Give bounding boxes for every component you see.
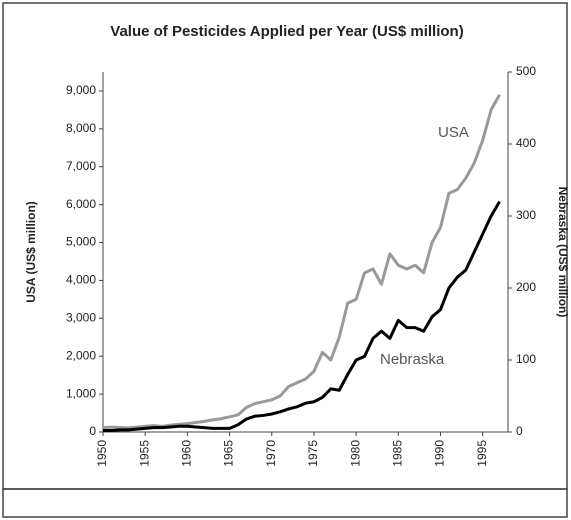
x-tick-label: 1995 <box>475 440 489 467</box>
annotation: USA <box>438 124 469 141</box>
y2-tick-label: 200 <box>516 280 536 294</box>
y-tick-label: 6,000 <box>66 197 96 211</box>
y-tick-label: 3,000 <box>66 310 96 324</box>
x-tick-label: 1980 <box>348 440 362 467</box>
series-line <box>103 200 501 433</box>
x-tick-label: 1960 <box>180 440 194 467</box>
footer-box <box>2 488 568 518</box>
x-tick-label: 1970 <box>264 440 278 467</box>
y-axis-title: USA (US$ million) <box>24 201 38 303</box>
x-tick-label: 1950 <box>95 440 109 467</box>
x-tick-label: 1965 <box>222 440 236 467</box>
y2-tick-label: 0 <box>516 424 523 438</box>
chart-title: Value of Pesticides Applied per Year (US… <box>110 23 463 40</box>
y-tick-label: 7,000 <box>66 159 96 173</box>
y2-axis-title: Nebraska (US$ million) <box>556 187 570 318</box>
y-tick-label: 9,000 <box>66 83 96 97</box>
series-line <box>102 94 501 430</box>
y2-tick-label: 500 <box>516 64 536 78</box>
annotation: Nebraska <box>380 351 445 368</box>
y-tick-label: 0 <box>89 424 96 438</box>
y2-tick-label: 100 <box>516 352 536 366</box>
y2-tick-label: 400 <box>516 136 536 150</box>
y-tick-label: 4,000 <box>66 273 96 287</box>
y-tick-label: 5,000 <box>66 235 96 249</box>
y-tick-label: 1,000 <box>66 386 96 400</box>
y2-tick-label: 300 <box>516 208 536 222</box>
y-tick-label: 8,000 <box>66 121 96 135</box>
x-tick-label: 1975 <box>306 440 320 467</box>
x-tick-label: 1985 <box>390 440 404 467</box>
y-tick-label: 2,000 <box>66 348 96 362</box>
x-tick-label: 1990 <box>433 440 447 467</box>
x-tick-label: 1955 <box>137 440 151 467</box>
